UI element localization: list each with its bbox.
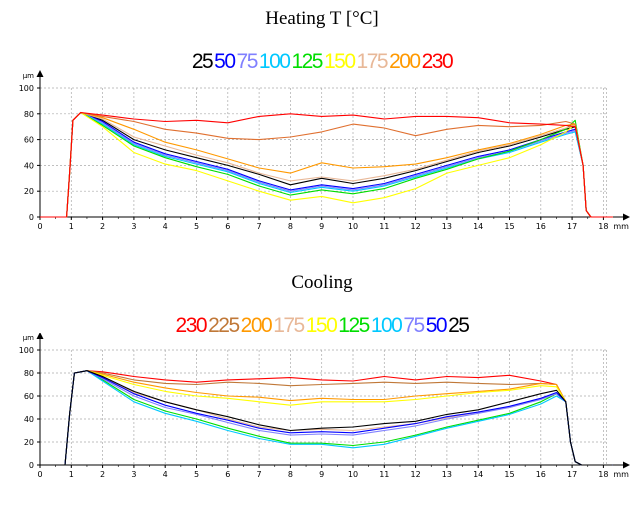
heating-chart-title: Heating T [°C] bbox=[265, 8, 379, 29]
y-tick-label: 100 bbox=[19, 84, 34, 93]
x-tick-label: 13 bbox=[442, 470, 452, 479]
x-tick-label: 10 bbox=[348, 222, 358, 230]
series-line-175 bbox=[40, 111, 613, 218]
x-tick-label: 12 bbox=[411, 470, 421, 479]
x-tick-label: 17 bbox=[567, 222, 577, 230]
x-tick-label: 7 bbox=[257, 222, 262, 230]
legend-entry-225: 225 bbox=[208, 314, 240, 337]
legend-entry-200: 200 bbox=[240, 314, 273, 337]
x-tick-label: 16 bbox=[536, 470, 546, 479]
x-axis-unit: mm bbox=[613, 470, 629, 479]
x-tick-label: 4 bbox=[163, 222, 168, 230]
legend-entry-230: 230 bbox=[175, 314, 208, 337]
x-axis-unit: mm bbox=[613, 222, 629, 230]
y-tick-label: 60 bbox=[24, 392, 34, 401]
x-tick-label: 0 bbox=[37, 470, 42, 479]
cooling-chart-title: Cooling bbox=[291, 272, 353, 293]
legend-entry-75: 75 bbox=[403, 314, 425, 337]
legend-entry-150: 150 bbox=[305, 314, 338, 337]
series-line-50 bbox=[40, 111, 613, 218]
y-axis-unit: µm bbox=[23, 334, 34, 342]
series-line-200 bbox=[40, 111, 613, 218]
series-line-125 bbox=[40, 111, 613, 218]
x-tick-label: 8 bbox=[288, 470, 293, 479]
series-line-100 bbox=[40, 111, 613, 218]
legend-entry-100: 100 bbox=[370, 314, 403, 337]
y-axis-arrow bbox=[36, 70, 44, 77]
y-tick-label: 40 bbox=[24, 161, 34, 170]
x-tick-label: 5 bbox=[194, 470, 199, 479]
x-tick-label: 3 bbox=[131, 222, 136, 230]
series-line-230 bbox=[40, 111, 613, 218]
legend-entry-25: 25 bbox=[191, 50, 214, 73]
x-tick-label: 15 bbox=[504, 470, 514, 479]
series-line-225 bbox=[40, 370, 613, 466]
legend-entry-150: 150 bbox=[323, 50, 356, 73]
x-axis-arrow bbox=[623, 461, 630, 469]
x-tick-label: 7 bbox=[257, 470, 262, 479]
x-tick-label: 0 bbox=[37, 222, 42, 230]
legend-entry-100: 100 bbox=[258, 50, 291, 73]
y-tick-label: 0 bbox=[29, 213, 34, 222]
x-tick-label: 1 bbox=[69, 470, 74, 479]
legend-entry-25: 25 bbox=[448, 314, 470, 337]
x-tick-label: 12 bbox=[411, 222, 421, 230]
x-tick-label: 18 bbox=[598, 222, 608, 230]
legend-entry-50: 50 bbox=[425, 314, 448, 337]
legend-entry-200: 200 bbox=[389, 50, 421, 73]
x-tick-label: 2 bbox=[100, 222, 105, 230]
x-tick-label: 16 bbox=[536, 222, 546, 230]
x-tick-label: 3 bbox=[131, 470, 136, 479]
x-axis-arrow bbox=[623, 213, 630, 221]
series-line-25 bbox=[40, 370, 613, 466]
x-tick-label: 1 bbox=[69, 222, 74, 230]
y-tick-label: 80 bbox=[24, 110, 34, 119]
heating-legend: 255075100125150175200230 bbox=[0, 50, 644, 74]
x-tick-label: 6 bbox=[225, 222, 230, 230]
x-tick-label: 18 bbox=[598, 470, 608, 479]
series-line-150 bbox=[40, 111, 613, 218]
cooling-legend: 230225200175150125100755025 bbox=[0, 314, 644, 338]
cooling-chart: 0 1 2 3 4 5 6 7 8 9 10 11 12 13 14 15 16 17 18 mm0204060801… bbox=[19, 333, 630, 479]
y-axis-unit: µm bbox=[23, 72, 34, 80]
legend-entry-175: 175 bbox=[273, 314, 305, 337]
x-tick-label: 5 bbox=[194, 222, 199, 230]
legend-entry-230: 230 bbox=[421, 50, 454, 73]
y-tick-label: 20 bbox=[24, 438, 34, 447]
series-line-200 bbox=[40, 111, 613, 218]
x-tick-label: 17 bbox=[567, 470, 577, 479]
y-tick-label: 40 bbox=[24, 415, 34, 424]
y-axis-arrow bbox=[36, 333, 44, 339]
x-tick-label: 9 bbox=[319, 222, 324, 230]
x-tick-label: 14 bbox=[473, 222, 483, 230]
legend-entry-50: 50 bbox=[214, 50, 236, 73]
x-tick-label: 15 bbox=[504, 222, 514, 230]
x-tick-label: 11 bbox=[379, 470, 389, 479]
x-tick-label: 10 bbox=[348, 470, 358, 479]
x-tick-label: 2 bbox=[100, 470, 105, 479]
y-tick-label: 20 bbox=[24, 187, 34, 196]
legend-entry-125: 125 bbox=[291, 50, 323, 73]
legend-entry-125: 125 bbox=[338, 314, 370, 337]
x-tick-label: 6 bbox=[225, 470, 230, 479]
y-tick-label: 0 bbox=[29, 461, 34, 470]
y-tick-label: 100 bbox=[19, 346, 34, 355]
x-tick-label: 13 bbox=[442, 222, 452, 230]
x-tick-label: 4 bbox=[163, 470, 168, 479]
legend-entry-175: 175 bbox=[356, 50, 389, 73]
y-tick-label: 80 bbox=[24, 369, 34, 378]
legend-entry-75: 75 bbox=[236, 50, 259, 73]
series-line-75 bbox=[40, 111, 613, 218]
series-line-25 bbox=[40, 111, 613, 218]
x-tick-label: 9 bbox=[319, 470, 324, 479]
y-tick-label: 60 bbox=[24, 136, 34, 145]
grid bbox=[40, 87, 607, 217]
grid bbox=[40, 349, 607, 465]
heating-chart: 0 1 2 3 4 5 6 7 8 9 10 11 12 13 14 15 16 17 18 mm0204060801… bbox=[19, 70, 630, 230]
x-tick-label: 11 bbox=[379, 222, 389, 230]
x-tick-label: 14 bbox=[473, 470, 483, 479]
x-tick-label: 8 bbox=[288, 222, 293, 230]
